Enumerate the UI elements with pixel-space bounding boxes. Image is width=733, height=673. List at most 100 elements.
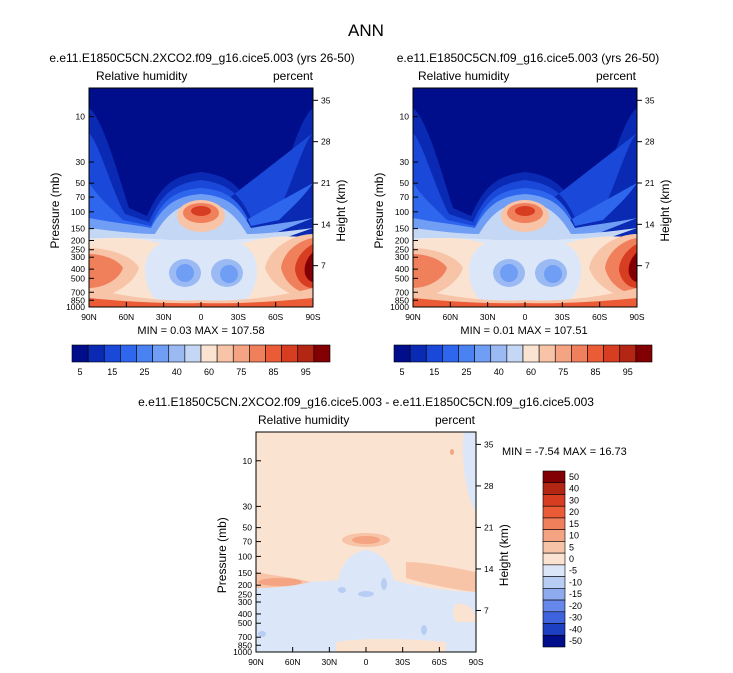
height-tick-label: 21 xyxy=(645,178,655,188)
panel-title: e.e11.E1850C5CN.2XCO2.f09_g16.cice5.003 … xyxy=(49,51,354,65)
x-tick-label: 60N xyxy=(443,312,459,322)
panel-title: e.e11.E1850C5CN.f09_g16.cice5.003 (yrs 2… xyxy=(397,51,660,65)
contour-band xyxy=(421,625,427,635)
contour-band xyxy=(191,206,211,216)
x-tick-label: 30S xyxy=(231,312,246,322)
contour-band xyxy=(413,298,637,307)
x-tick-label: 60S xyxy=(592,312,607,322)
contour-band xyxy=(450,449,454,455)
colorbar-swatch xyxy=(542,576,566,589)
height-tick-label: 21 xyxy=(321,178,331,188)
contour-band xyxy=(336,639,446,652)
contour-band xyxy=(89,298,313,307)
contour-band xyxy=(258,631,266,637)
contour-band xyxy=(258,578,302,586)
y-tick-label: 700 xyxy=(238,632,252,642)
height-tick-label: 14 xyxy=(484,564,494,574)
colorbar-label: 5 xyxy=(569,542,574,552)
colorbar-label: 60 xyxy=(204,367,214,377)
height-tick-label: 35 xyxy=(645,95,655,105)
y-tick-label: 30 xyxy=(243,501,253,511)
units-label: percent xyxy=(273,69,314,83)
contour-band xyxy=(413,254,447,288)
panel-difference: e.e11.E1850C5CN.2XCO2.f09_g16.cice5.003 … xyxy=(138,395,627,667)
y-tick-label: 30 xyxy=(76,157,86,167)
x-tick-label: 60N xyxy=(119,312,135,322)
colorbar-swatch xyxy=(265,344,282,363)
colorbar-swatch xyxy=(152,344,170,363)
colorbar-swatch xyxy=(136,344,153,363)
colorbar-label: 50 xyxy=(569,472,579,482)
y-tick-label: 70 xyxy=(76,192,86,202)
y-tick-label: 250 xyxy=(395,245,409,255)
contour-band xyxy=(406,562,476,592)
colorbar-swatch xyxy=(506,344,524,363)
colorbar: 5 15 25 40 60 75 85 95 xyxy=(71,344,331,377)
y-tick-label: 10 xyxy=(400,112,410,122)
colorbar-label: 15 xyxy=(107,367,117,377)
colorbar-swatch xyxy=(313,344,331,363)
contour-band xyxy=(220,265,238,283)
y-tick-label: 700 xyxy=(395,287,409,297)
colorbar-swatch xyxy=(103,344,121,363)
contour-band xyxy=(176,264,194,282)
x-tick-label: 30N xyxy=(480,312,496,322)
y-tick-label: 300 xyxy=(238,597,252,607)
y2-axis-title: Height (km) xyxy=(497,524,511,586)
colorbar-swatch xyxy=(393,344,411,363)
height-tick-label: 28 xyxy=(321,137,331,147)
height-tick-label: 35 xyxy=(321,95,331,105)
colorbar-swatch xyxy=(281,344,299,363)
field-label: Relative humidity xyxy=(96,69,187,83)
height-tick-label: 21 xyxy=(484,522,494,532)
x-tick-label: 90S xyxy=(305,312,320,322)
y-tick-label: 700 xyxy=(71,287,85,297)
page-title: ANN xyxy=(348,21,384,40)
colorbar-swatch xyxy=(542,494,566,507)
y-tick-label: 1000 xyxy=(233,647,252,657)
y-tick-label: 500 xyxy=(71,273,85,283)
colorbar-label: 20 xyxy=(569,507,579,517)
y-tick-label: 300 xyxy=(395,252,409,262)
y-axis-title: Pressure (mb) xyxy=(215,517,229,593)
height-tick-label: 7 xyxy=(484,605,489,615)
y-tick-label: 400 xyxy=(395,264,409,274)
units-label: percent xyxy=(435,413,476,427)
min-max-label: MIN = 0.01 MAX = 107.51 xyxy=(460,325,587,337)
y-tick-label: 10 xyxy=(76,112,86,122)
colorbar-swatch xyxy=(184,344,202,363)
height-tick-label: 35 xyxy=(484,439,494,449)
colorbar-swatch xyxy=(538,344,556,363)
colorbar-swatch xyxy=(522,344,540,363)
colorbar-swatch xyxy=(168,344,186,363)
colorbar-swatch xyxy=(571,344,588,363)
colorbar-label: -5 xyxy=(569,566,577,576)
x-tick-label: 30N xyxy=(322,657,338,667)
colorbar-swatch xyxy=(542,517,566,530)
colorbar-label: 60 xyxy=(526,367,536,377)
y-tick-label: 400 xyxy=(71,264,85,274)
y-tick-label: 50 xyxy=(400,178,410,188)
colorbar-swatch xyxy=(297,344,315,363)
contour-plot xyxy=(413,88,637,307)
contour-band xyxy=(338,587,346,593)
y-tick-label: 850 xyxy=(395,295,409,305)
colorbar-swatch xyxy=(232,344,250,363)
colorbar-label: 0 xyxy=(569,554,574,564)
x-tick-label: 30N xyxy=(156,312,172,322)
axes: 90N 60N 30N 0 30S 60S 90S103050701001502002503… xyxy=(48,95,348,322)
x-tick-label: 0 xyxy=(364,657,369,667)
panel-2xco2: e.e11.E1850C5CN.2XCO2.f09_g16.cice5.003 … xyxy=(48,51,355,377)
y-tick-label: 150 xyxy=(238,568,252,578)
x-tick-label: 90N xyxy=(248,657,264,667)
min-max-label: MIN = 0.03 MAX = 107.58 xyxy=(137,325,264,337)
y-tick-label: 150 xyxy=(395,224,409,234)
colorbar-swatch xyxy=(587,344,604,363)
colorbar-label: 85 xyxy=(591,367,601,377)
colorbar-swatch xyxy=(216,344,234,363)
y-tick-label: 1000 xyxy=(66,302,85,312)
colorbar-label: -30 xyxy=(569,613,582,623)
contour-band xyxy=(500,264,518,282)
y-tick-label: 850 xyxy=(71,295,85,305)
